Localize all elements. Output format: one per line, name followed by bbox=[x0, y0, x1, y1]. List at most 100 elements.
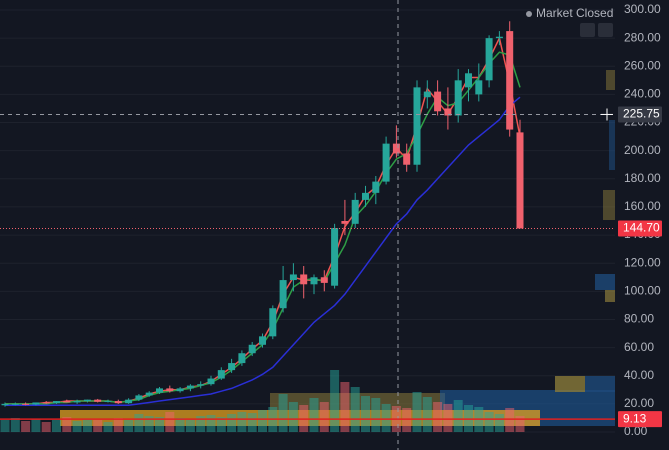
volume-bar bbox=[515, 416, 525, 432]
volume-bar bbox=[21, 421, 31, 432]
y-tick-label: 160.00 bbox=[624, 199, 661, 213]
profile-bar bbox=[595, 274, 615, 290]
candle-body bbox=[94, 399, 102, 402]
candle-body bbox=[495, 36, 503, 39]
candle-body bbox=[423, 91, 431, 98]
indicator-value-label-box bbox=[618, 411, 662, 428]
candle-body bbox=[53, 401, 60, 404]
volume-bar bbox=[175, 418, 185, 432]
candle-body bbox=[362, 192, 369, 200]
candle-body bbox=[22, 403, 30, 405]
y-tick-label: 260.00 bbox=[624, 58, 661, 72]
volume-bar bbox=[330, 370, 340, 432]
volume-bar bbox=[155, 417, 164, 432]
y-tick-label: 300.00 bbox=[624, 2, 661, 16]
indicator-value-label: 9.13 bbox=[623, 411, 647, 425]
profile-bar bbox=[585, 376, 615, 392]
volume-bar bbox=[371, 398, 381, 432]
volume-bar bbox=[227, 414, 237, 432]
y-tick-label: 200.00 bbox=[624, 143, 661, 157]
candle-body bbox=[156, 388, 163, 393]
profile-bar bbox=[603, 190, 615, 220]
volume-bar bbox=[247, 413, 257, 432]
candle-body bbox=[217, 370, 225, 379]
moving-average bbox=[5, 96, 521, 407]
candle-body bbox=[145, 392, 153, 396]
candle-body bbox=[197, 384, 205, 386]
toolbar-button[interactable] bbox=[580, 23, 595, 37]
volume-bar bbox=[361, 396, 370, 432]
volume-bar bbox=[505, 408, 515, 432]
candle-body bbox=[289, 274, 297, 281]
candle-body bbox=[506, 31, 514, 130]
y-tick-label: 80.00 bbox=[624, 312, 654, 326]
volume-bar bbox=[484, 412, 494, 432]
volume-bar bbox=[237, 412, 247, 432]
volume-bar bbox=[309, 398, 319, 432]
candle-body bbox=[83, 399, 91, 402]
last-price-label-box bbox=[618, 220, 662, 237]
volume-bar bbox=[494, 414, 504, 432]
volume-bar bbox=[216, 417, 226, 432]
candle-body bbox=[434, 91, 442, 112]
profile-bar bbox=[605, 290, 615, 302]
last-price-label: 144.70 bbox=[623, 221, 660, 235]
volume-bar bbox=[72, 421, 82, 432]
volume-bar bbox=[93, 420, 103, 432]
volume-bar bbox=[206, 415, 216, 432]
volume-bar bbox=[340, 382, 350, 432]
volume-bar bbox=[103, 422, 113, 432]
volume-bar bbox=[185, 419, 195, 432]
y-tick-label: 280.00 bbox=[624, 30, 661, 44]
candle-body bbox=[259, 336, 266, 345]
profile-bar bbox=[606, 70, 615, 90]
candle-body bbox=[382, 143, 390, 182]
y-tick-label: 240.00 bbox=[624, 87, 661, 101]
volume-bar bbox=[402, 408, 412, 432]
volume-bar bbox=[165, 412, 175, 432]
candle-body bbox=[1, 403, 9, 406]
candle-body bbox=[351, 199, 359, 224]
candle-body bbox=[341, 221, 349, 224]
candle-body bbox=[454, 80, 462, 116]
volume-bar bbox=[196, 416, 206, 432]
volume-bar bbox=[82, 419, 92, 432]
candle-body bbox=[300, 274, 308, 285]
candle-body bbox=[11, 403, 19, 405]
candle-body bbox=[73, 401, 81, 403]
volume-bar bbox=[381, 404, 391, 432]
candle-body bbox=[125, 399, 133, 404]
y-tick-label: 60.00 bbox=[624, 340, 654, 354]
candle-body bbox=[465, 73, 472, 88]
y-tick-label: 100.00 bbox=[624, 284, 661, 298]
y-tick-label: 20.00 bbox=[624, 396, 654, 410]
volume-bar bbox=[41, 422, 51, 432]
volume-bar bbox=[144, 416, 154, 432]
y-tick-label: 0.00 bbox=[624, 424, 648, 438]
candle-body bbox=[413, 87, 421, 165]
toolbar-button[interactable] bbox=[598, 23, 613, 37]
candle-body bbox=[403, 153, 411, 165]
candle-body bbox=[372, 181, 380, 193]
candle-body bbox=[114, 401, 122, 404]
profile-bar bbox=[609, 120, 615, 170]
candle-body bbox=[63, 401, 71, 403]
candle-body bbox=[42, 402, 50, 404]
candle-body bbox=[238, 353, 246, 364]
crosshair-price-label: 225.75 bbox=[623, 107, 660, 121]
candle-body bbox=[248, 344, 256, 354]
candle-body bbox=[310, 277, 318, 285]
candle-body bbox=[207, 378, 215, 385]
candle-body bbox=[279, 280, 287, 309]
candle-body bbox=[135, 395, 143, 400]
candle-body bbox=[444, 108, 452, 116]
y-tick-label: 120.00 bbox=[624, 255, 661, 269]
volume-bar bbox=[52, 420, 61, 432]
volume-bar bbox=[412, 392, 422, 432]
candle-body bbox=[485, 38, 493, 81]
candle-body bbox=[176, 388, 184, 392]
y-tick-label: 180.00 bbox=[624, 171, 661, 185]
candle-body bbox=[166, 388, 174, 392]
volume-bar bbox=[453, 400, 463, 432]
